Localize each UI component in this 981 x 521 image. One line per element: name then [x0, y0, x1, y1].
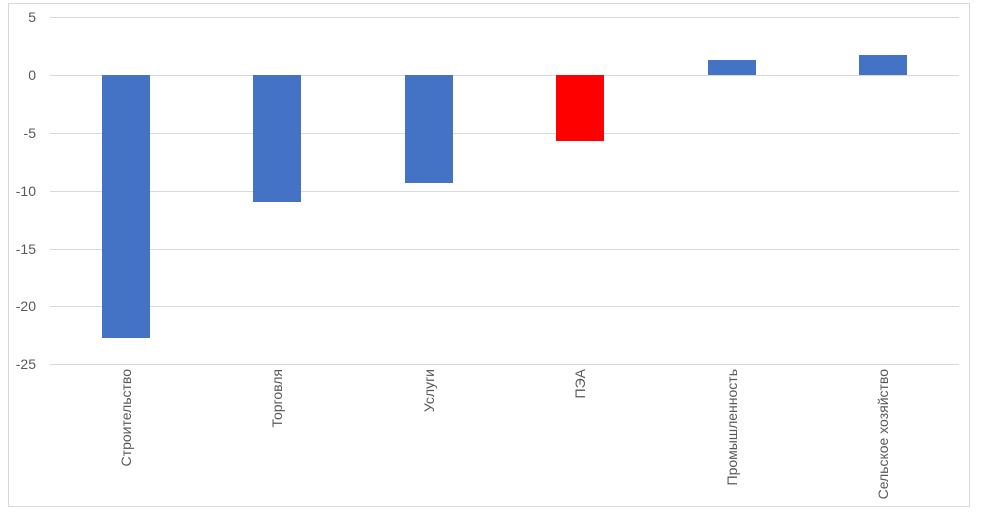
y-tick-label: -5 — [23, 124, 36, 141]
chart-bar-3 — [404, 75, 453, 183]
gridlines-layer — [9, 4, 969, 506]
y-tick-label: -25 — [15, 356, 36, 373]
y-tick-label: 0 — [28, 67, 36, 83]
gridline — [50, 306, 959, 308]
category-label: Услуги — [421, 369, 437, 417]
category-label-text: Услуги — [420, 369, 437, 413]
category-label-text: ПЭА — [572, 369, 589, 399]
gridline — [50, 190, 959, 192]
category-label: Торговля — [269, 369, 285, 432]
y-axis-tick-labels: 5 0 -5 -10 -15 -20 -25 — [9, 4, 969, 506]
category-label: Строительство — [118, 369, 134, 471]
gridline — [50, 364, 959, 366]
chart-bar-2 — [253, 75, 302, 203]
category-label-text: Торговля — [269, 369, 286, 428]
chart-bar-6 — [859, 55, 908, 76]
gridline — [50, 75, 959, 76]
y-tick-label: -15 — [15, 240, 36, 257]
category-label-text: Сельское хозяйство — [875, 369, 892, 500]
y-tick-label: -20 — [15, 298, 36, 315]
y-tick-label: -10 — [15, 182, 36, 199]
category-label: Сельское хозяйство — [875, 369, 891, 504]
gridline — [50, 248, 959, 250]
category-label: Промышленность — [724, 369, 740, 490]
gridline — [50, 132, 959, 134]
chart-frame: 5 0 -5 -10 -15 -20 -25 Строительство Торговля Ус… — [8, 3, 970, 507]
chart-bar-4 — [556, 75, 605, 141]
category-label-text: Строительство — [117, 369, 134, 467]
gridline — [50, 17, 959, 19]
bars-layer — [9, 4, 969, 506]
y-tick-label: 5 — [28, 9, 36, 26]
chart-bar-1 — [101, 75, 150, 338]
category-label: ПЭА — [572, 369, 588, 403]
chart-bar-5 — [707, 60, 756, 75]
x-axis-category-labels: Строительство Торговля Услуги ПЭА Промышленн… — [9, 4, 969, 506]
category-label-text: Промышленность — [723, 369, 740, 486]
